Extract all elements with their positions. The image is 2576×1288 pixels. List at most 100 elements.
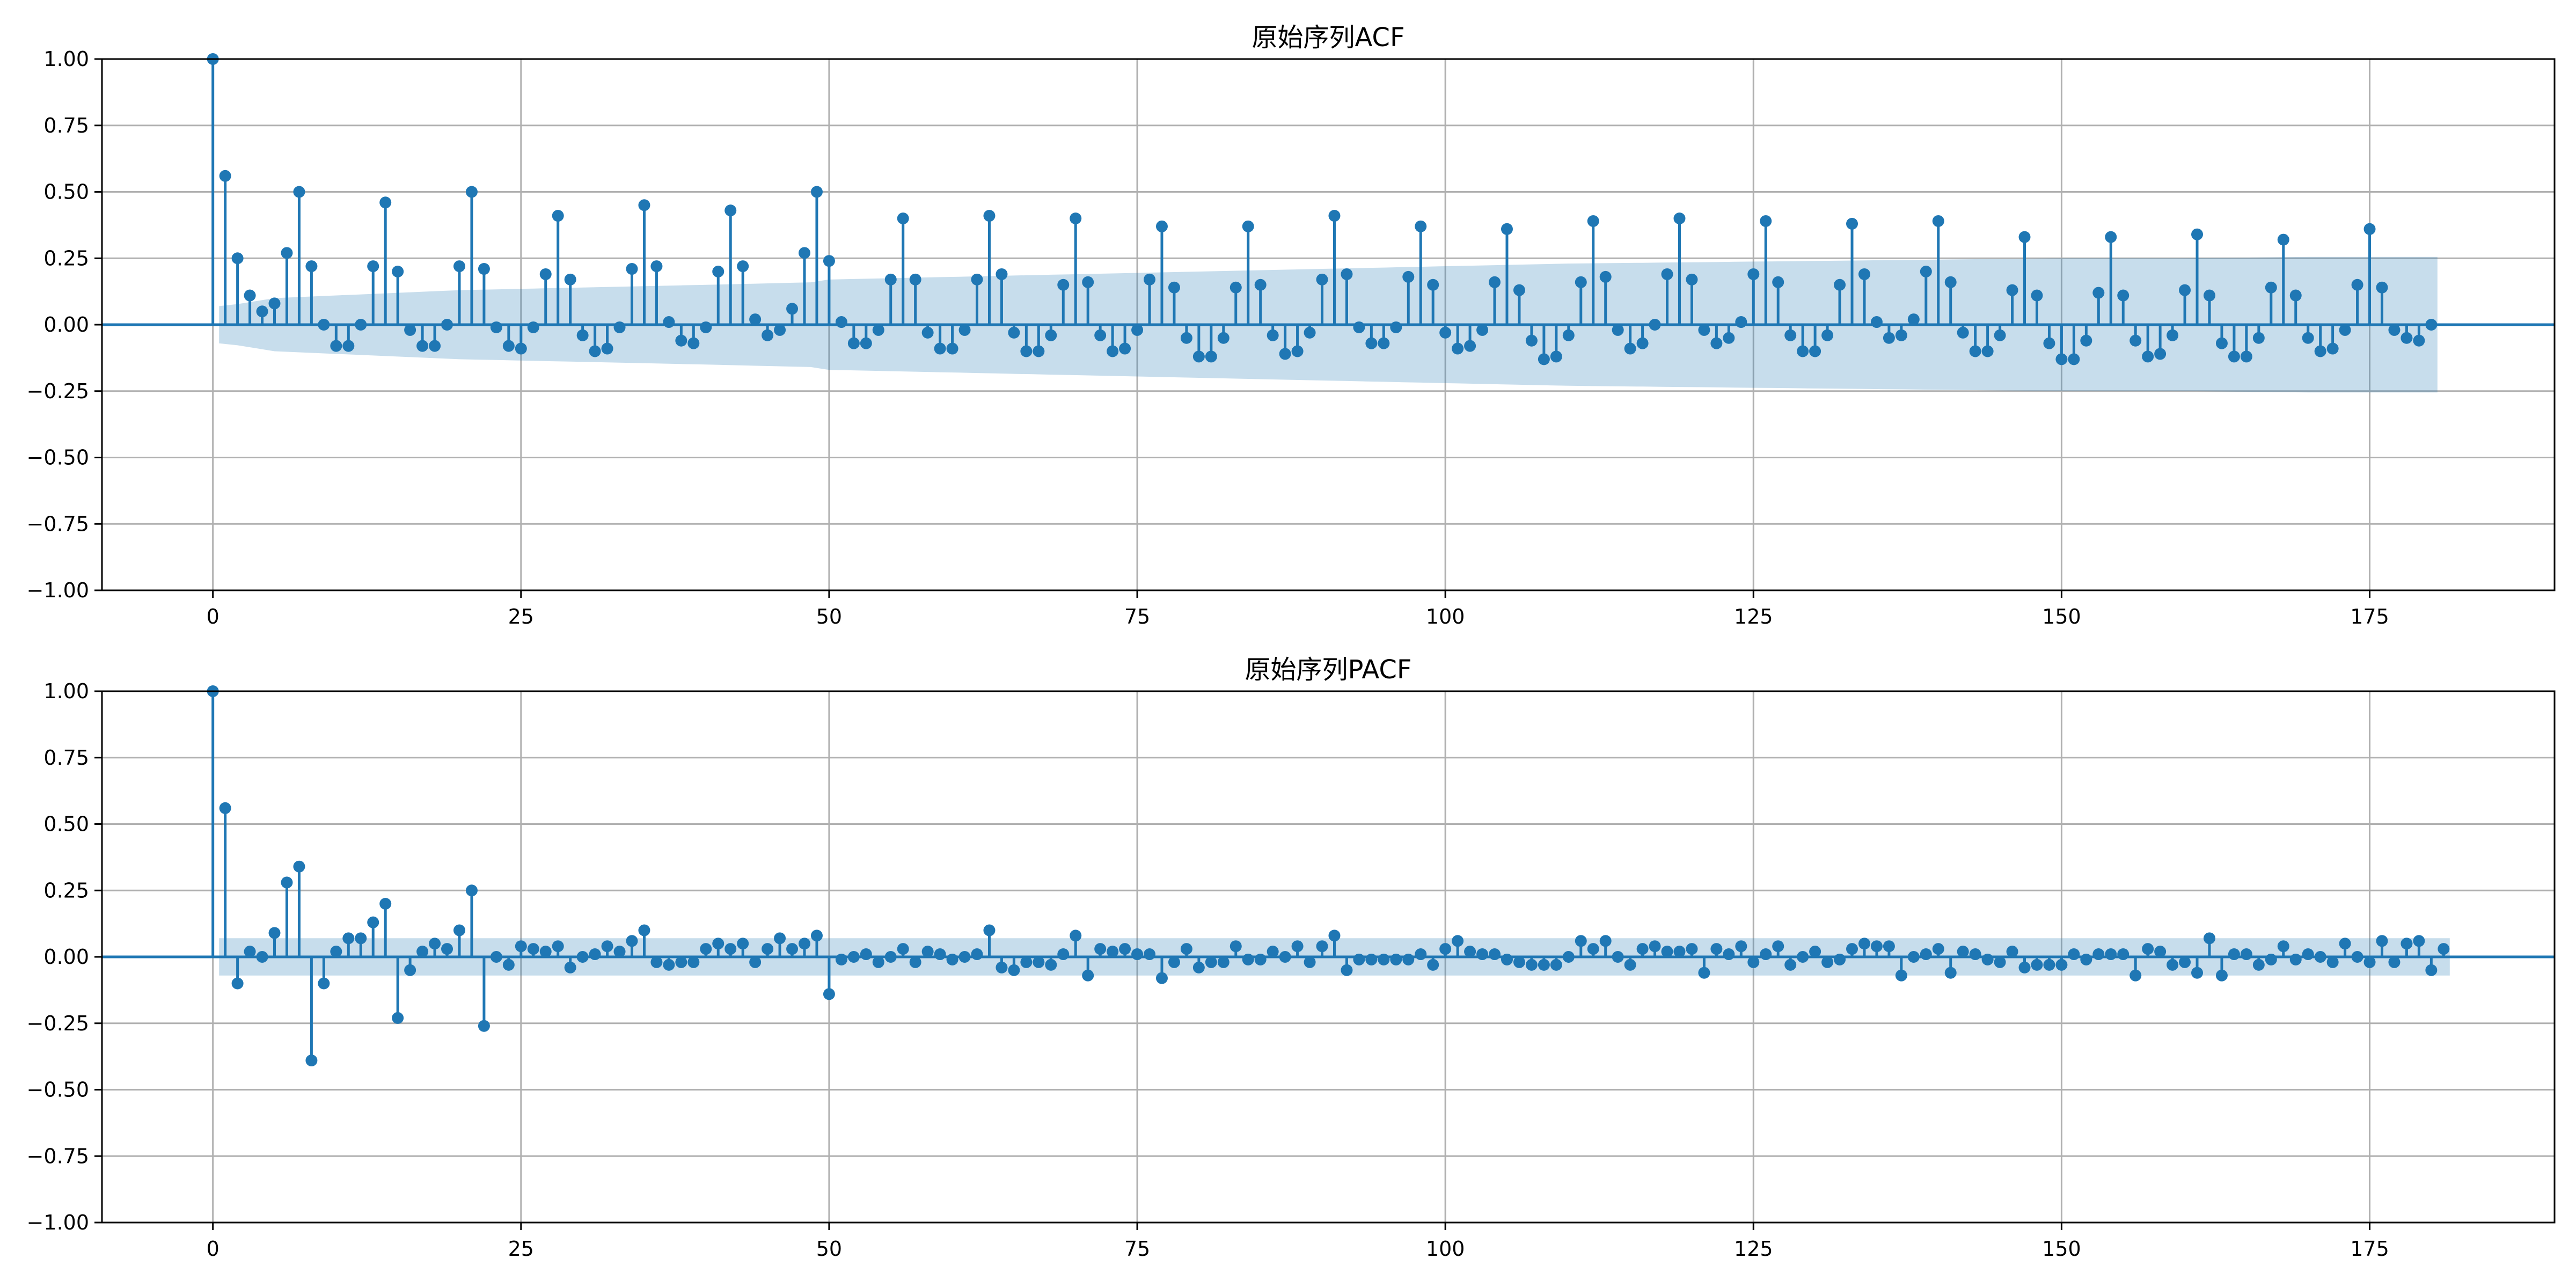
pacf-point-53: [860, 948, 872, 961]
acf-point-97: [1402, 270, 1415, 283]
pacf-point-48: [798, 938, 810, 950]
acf-point-139: [1920, 266, 1932, 277]
pacf-point-2: [231, 977, 244, 990]
acf-point-62: [971, 273, 983, 286]
pacf-ytick-label-2: −0.50: [27, 1078, 89, 1102]
pacf-point-40: [700, 943, 712, 955]
pacf-point-71: [1082, 969, 1094, 982]
pacf-point-151: [2068, 948, 2080, 961]
pacf-point-170: [2302, 948, 2314, 961]
acf-point-144: [1981, 345, 1994, 357]
acf-point-35: [638, 199, 650, 211]
acf-point-29: [564, 273, 576, 286]
pacf-point-115: [1624, 958, 1636, 971]
pacf-point-32: [601, 940, 613, 953]
pacf-point-11: [342, 932, 355, 945]
acf-point-82: [1217, 332, 1230, 344]
pacf-point-112: [1587, 943, 1599, 955]
acf-point-86: [1267, 329, 1279, 341]
acf-point-60: [946, 342, 958, 355]
acf-point-140: [1932, 215, 1944, 227]
pacf-point-63: [983, 924, 996, 936]
pacf-point-106: [1513, 956, 1525, 968]
pacf-point-126: [1760, 948, 1772, 961]
acf-point-164: [2228, 350, 2240, 363]
pacf-point-132: [1834, 953, 1846, 965]
acf-point-104: [1489, 276, 1501, 288]
acf-point-93: [1353, 321, 1365, 333]
acf-point-166: [2252, 332, 2265, 344]
acf-point-3: [244, 289, 256, 302]
pacf-point-154: [2105, 948, 2117, 961]
pacf-point-76: [1144, 948, 1156, 961]
pacf-point-46: [774, 932, 786, 945]
pacf-point-122: [1710, 943, 1723, 955]
acf-point-96: [1390, 321, 1402, 333]
pacf-point-87: [1279, 951, 1291, 963]
acf-point-172: [2326, 342, 2339, 355]
acf-point-102: [1464, 340, 1476, 352]
acf-point-26: [527, 321, 539, 333]
acf-point-37: [663, 316, 675, 328]
pacf-point-19: [441, 943, 453, 955]
acf-ytick-label-8: 1.00: [43, 47, 89, 71]
pacf-point-18: [429, 938, 441, 950]
pacf-xtick-label-0: 0: [207, 1237, 219, 1261]
pacf-point-55: [884, 951, 897, 963]
pacf-point-3: [244, 946, 256, 958]
pacf-point-125: [1747, 956, 1760, 968]
pacf-point-1: [219, 802, 231, 814]
acf-point-154: [2105, 231, 2117, 243]
pacf-point-101: [1452, 935, 1464, 947]
acf-point-124: [1735, 316, 1747, 328]
acf-point-15: [392, 266, 404, 277]
acf-point-24: [502, 340, 515, 352]
acf-point-169: [2289, 289, 2302, 302]
pacf-point-136: [1883, 940, 1895, 953]
acf-point-71: [1082, 276, 1094, 288]
acf-point-10: [330, 340, 342, 352]
acf-point-50: [823, 255, 835, 267]
pacf-panel: 0 25 50 75 100 125 150 175 −1.00 −0.75 −0.50 −0.25 0…: [27, 655, 2556, 1261]
pacf-point-165: [2240, 948, 2252, 961]
acf-ytick-label-6: 0.50: [43, 180, 89, 204]
acf-point-177: [2388, 324, 2401, 336]
acf-point-64: [996, 268, 1008, 280]
acf-point-116: [1636, 337, 1649, 349]
pacf-point-168: [2277, 940, 2289, 953]
pacf-point-37: [663, 958, 675, 971]
acf-point-142: [1957, 326, 1969, 339]
acf-panel: 0 25 50 75 100 125 150 175 −1.00 −0.75 −0.50 −0.25 0…: [27, 23, 2556, 628]
acf-point-176: [2376, 281, 2388, 294]
acf-point-147: [2018, 231, 2031, 243]
pacf-point-80: [1192, 961, 1205, 974]
acf-xtick-label-4: 100: [1426, 605, 1465, 628]
acf-point-174: [2351, 279, 2363, 291]
pacf-point-160: [2179, 956, 2191, 968]
acf-point-8: [305, 260, 318, 273]
acf-point-135: [1870, 316, 1883, 328]
pacf-point-123: [1723, 948, 1735, 961]
acf-point-21: [465, 186, 478, 198]
pacf-point-133: [1846, 943, 1858, 955]
acf-point-150: [2055, 353, 2068, 365]
acf-point-121: [1698, 324, 1710, 336]
pacf-point-43: [737, 938, 749, 950]
acf-point-178: [2401, 332, 2413, 344]
acf-point-132: [1834, 279, 1846, 291]
pacf-point-65: [1008, 964, 1020, 976]
pacf-point-148: [2031, 958, 2043, 971]
pacf-point-82: [1217, 956, 1230, 968]
pacf-point-118: [1661, 946, 1673, 958]
pacf-point-103: [1476, 948, 1489, 961]
acf-point-30: [576, 329, 589, 341]
pacf-point-60: [946, 953, 958, 965]
acf-point-153: [2092, 287, 2105, 299]
pacf-point-169: [2289, 953, 2302, 965]
pacf-point-177: [2388, 956, 2401, 968]
pacf-xtick-label-2: 50: [816, 1237, 842, 1261]
acf-point-75: [1131, 324, 1144, 336]
pacf-point-95: [1378, 953, 1390, 965]
acf-point-156: [2129, 334, 2142, 347]
acf-point-114: [1612, 324, 1624, 336]
